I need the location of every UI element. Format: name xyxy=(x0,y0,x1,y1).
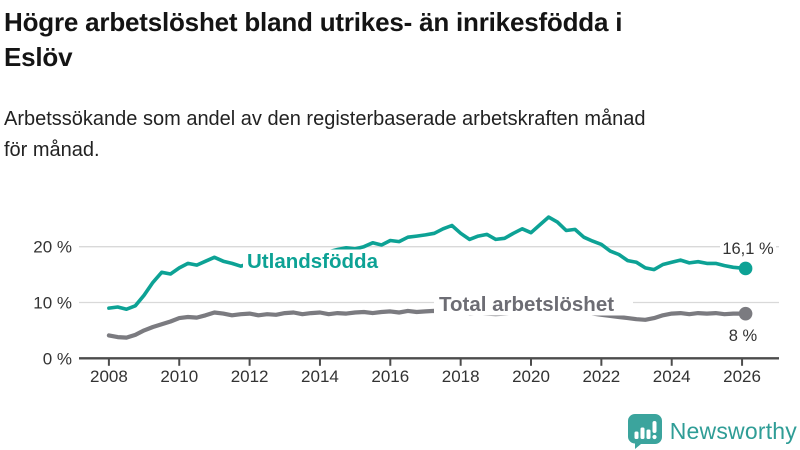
x-tick-label-2008: 2008 xyxy=(90,367,128,386)
x-tick-label-2020: 2020 xyxy=(512,367,550,386)
chart-line-utlandsfodda xyxy=(107,215,748,312)
end-value-label-total: 8 % xyxy=(729,327,758,345)
value-label-mask xyxy=(725,326,761,345)
series-label-total: Total arbetslöshet xyxy=(439,293,614,316)
end-dot-total xyxy=(738,306,753,321)
y-tick-label-20: 20 % xyxy=(33,238,72,257)
value-label-mask xyxy=(720,239,776,258)
x-tick-label-2022: 2022 xyxy=(582,367,620,386)
title-line-2: Eslöv xyxy=(4,42,73,72)
series-label-mask xyxy=(434,292,633,316)
series-label-mask xyxy=(243,249,399,273)
series-label-utlandsfodda: Utlandsfödda xyxy=(247,250,379,273)
chart-subtitle: Arbetssökande som andel av den registerb… xyxy=(4,104,796,166)
y-tick-label-10: 10 % xyxy=(33,293,72,312)
page-title: Högre arbetslöshet bland utrikes- än inr… xyxy=(4,5,796,75)
chart-line-total xyxy=(106,304,748,340)
x-tick-label-2016: 2016 xyxy=(371,367,409,386)
x-tick-label-2018: 2018 xyxy=(442,367,480,386)
subtitle-line-2: för månad. xyxy=(4,139,100,161)
subtitle-line-1: Arbetssökande som andel av den registerb… xyxy=(4,108,646,130)
newsworthy-logo: Newsworthy xyxy=(627,413,797,449)
x-tick-label-2014: 2014 xyxy=(301,367,339,386)
x-tick-label-2010: 2010 xyxy=(160,367,198,386)
bar-chart-speech-bubble-icon xyxy=(627,414,662,449)
end-dot-utlandsfodda xyxy=(738,261,753,276)
title-line-1: Högre arbetslöshet bland utrikes- än inr… xyxy=(4,7,623,37)
newsworthy-wordmark: Newsworthy xyxy=(669,417,797,444)
y-tick-label-0: 0 % xyxy=(43,349,72,368)
x-tick-label-2026: 2026 xyxy=(723,367,761,386)
end-value-label-utlandsfodda: 16,1 % xyxy=(722,240,774,258)
x-tick-label-2024: 2024 xyxy=(653,367,691,386)
x-tick-label-2012: 2012 xyxy=(231,367,269,386)
